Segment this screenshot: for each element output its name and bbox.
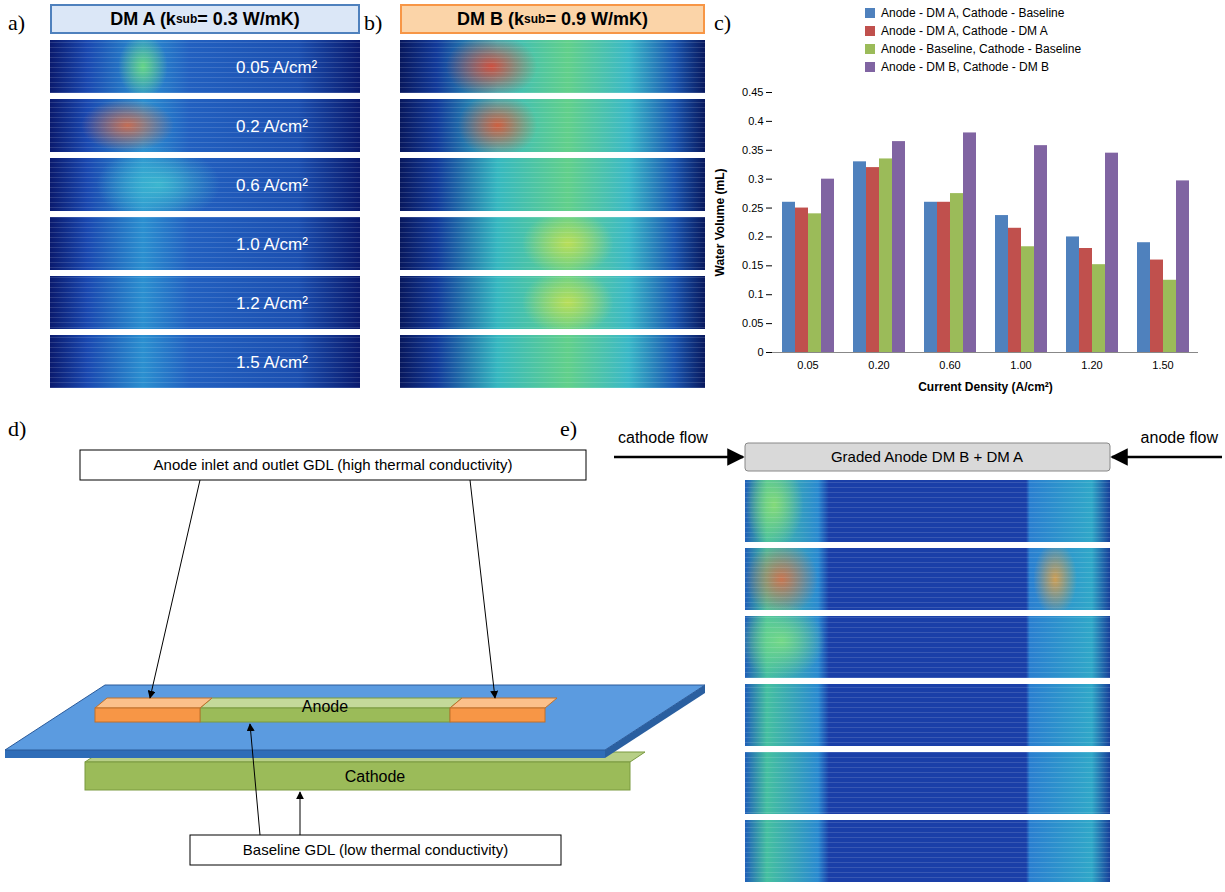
svg-text:1.20: 1.20 <box>1081 359 1102 371</box>
svg-text:Baseline GDL (low thermal cond: Baseline GDL (low thermal conductivity) <box>243 841 508 858</box>
svg-text:0.60: 0.60 <box>939 359 960 371</box>
svg-text:1.0 A/cm²: 1.0 A/cm² <box>236 235 308 254</box>
svg-text:0.25: 0.25 <box>742 202 763 214</box>
svg-text:Cathode: Cathode <box>345 768 406 785</box>
html-text:d): d) <box>8 416 27 441</box>
html-text:c): c) <box>714 10 732 35</box>
svg-text:0.45: 0.45 <box>742 86 763 98</box>
svg-text:anode flow: anode flow <box>1141 429 1219 446</box>
svg-text:Anode inlet and outlet GDL (hi: Anode inlet and outlet GDL (high thermal… <box>154 456 513 473</box>
html-text:DM A (ksub= 0.3 W/mK): DM A (ksub= 0.3 W/mK) <box>110 8 300 29</box>
html-text:e): e) <box>560 416 578 441</box>
svg-text:Anode: Anode <box>302 698 348 715</box>
svg-text:Current Density (A/cm²): Current Density (A/cm²) <box>918 380 1053 394</box>
svg-text:1.00: 1.00 <box>1010 359 1031 371</box>
html-text:Anode - Baseline, Cathode - Ba: Anode - Baseline, Cathode - Baseline <box>881 42 1082 56</box>
html-text:Anode - DM B, Cathode - DM B: Anode - DM B, Cathode - DM B <box>881 60 1050 74</box>
svg-text:0.2 A/cm²: 0.2 A/cm² <box>236 117 308 136</box>
html-text:Anode - DM A, Cathode - DM A: Anode - DM A, Cathode - DM A <box>881 24 1048 38</box>
svg-text:0.3: 0.3 <box>748 173 763 185</box>
svg-text:0.20: 0.20 <box>868 359 889 371</box>
html-text:b): b) <box>364 10 383 35</box>
svg-text:1.50: 1.50 <box>1152 359 1173 371</box>
svg-text:0.35: 0.35 <box>742 144 763 156</box>
svg-text:Graded Anode DM B + DM A: Graded Anode DM B + DM A <box>831 448 1023 465</box>
svg-text:1.2 A/cm²: 1.2 A/cm² <box>236 294 308 313</box>
svg-text:0.2: 0.2 <box>748 230 763 242</box>
svg-text:cathode flow: cathode flow <box>618 429 708 446</box>
svg-text:1.5 A/cm²: 1.5 A/cm² <box>236 353 308 372</box>
svg-text:0.05: 0.05 <box>797 359 818 371</box>
svg-text:0.05: 0.05 <box>742 317 763 329</box>
html-text:DM B (ksub= 0.9 W/mK): DM B (ksub= 0.9 W/mK) <box>457 8 648 29</box>
html-text:a): a) <box>8 10 26 35</box>
svg-text:0.6 A/cm²: 0.6 A/cm² <box>236 176 308 195</box>
svg-text:0: 0 <box>757 346 763 358</box>
svg-text:0.4: 0.4 <box>748 115 763 127</box>
html-text:Anode - DM A, Cathode - Baseli: Anode - DM A, Cathode - Baseline <box>881 6 1065 20</box>
svg-text:0.05 A/cm²: 0.05 A/cm² <box>236 58 318 77</box>
svg-text:0.15: 0.15 <box>742 259 763 271</box>
svg-text:0.1: 0.1 <box>748 288 763 300</box>
svg-text:Water Volume (mL): Water Volume (mL) <box>713 168 727 276</box>
